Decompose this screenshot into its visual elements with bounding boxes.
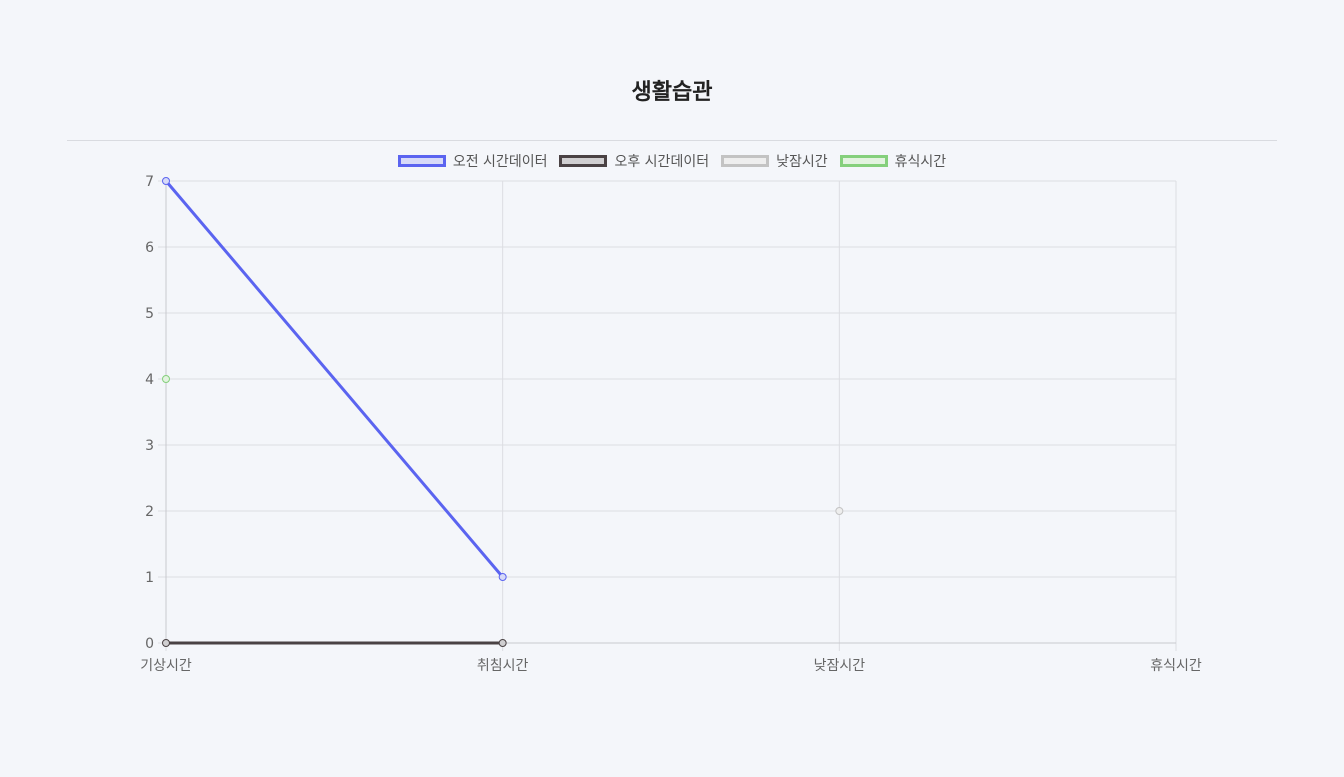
legend-item-morning[interactable]: 오전 시간데이터 — [397, 151, 548, 171]
data-point-0 — [498, 573, 507, 581]
legend-label-nap: 낮잠시간 — [776, 154, 828, 170]
x-tick-label: 낮잠시간 — [814, 658, 866, 674]
y-tick-label: 1 — [145, 570, 154, 586]
data-point-2 — [835, 507, 844, 515]
series-line-0 — [164, 179, 505, 579]
legend-item-nap[interactable]: 낮잠시간 — [721, 151, 828, 171]
y-tick-label: 4 — [145, 372, 154, 388]
title-divider — [67, 140, 1277, 141]
legend-label-afternoon: 오후 시간데이터 — [614, 154, 710, 170]
page-title: 생활습관 — [631, 80, 713, 105]
x-tick-label: 취침시간 — [477, 658, 529, 674]
x-tick-label: 휴식시간 — [1150, 658, 1202, 674]
chart-legend: 오전 시간데이터 오후 시간데이터 낮잠시간 휴식시간 — [0, 151, 1344, 171]
data-point-1 — [162, 639, 170, 647]
y-tick-label: 3 — [145, 438, 154, 454]
y-tick-label: 5 — [145, 306, 154, 322]
y-tick-label: 2 — [145, 504, 154, 520]
legend-swatch-rest — [839, 155, 888, 167]
y-tick-label: 7 — [145, 174, 154, 190]
data-point-0 — [162, 177, 170, 185]
legend-label-rest: 휴식시간 — [894, 154, 947, 170]
legend-swatch-afternoon — [559, 155, 608, 167]
legend-swatch-nap — [721, 155, 770, 167]
legend-label-morning: 오전 시간데이터 — [452, 154, 548, 170]
legend-swatch-morning — [397, 155, 446, 167]
data-point-1 — [498, 639, 507, 647]
legend-item-rest[interactable]: 휴식시간 — [839, 151, 947, 171]
y-tick-label: 0 — [145, 636, 154, 652]
x-tick-label: 기상시간 — [140, 658, 192, 674]
legend-item-afternoon[interactable]: 오후 시간데이터 — [559, 151, 709, 171]
y-tick-label: 6 — [145, 240, 154, 256]
data-point-3 — [162, 375, 170, 383]
